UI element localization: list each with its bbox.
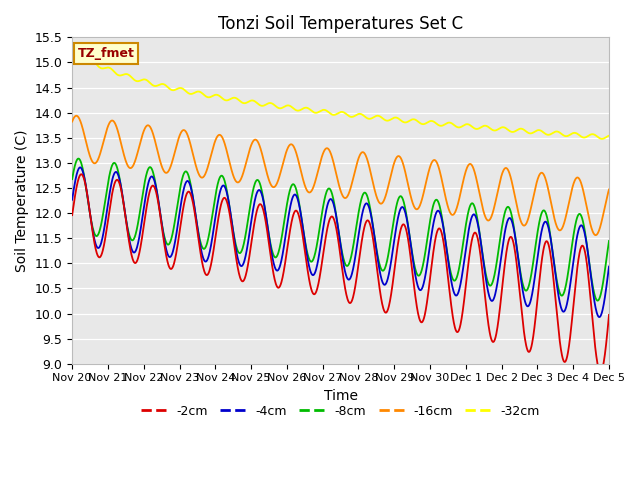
-2cm [494,319,502,325]
-16cm [424,171,432,177]
-4cm [248,214,256,219]
-16cm [605,187,613,192]
-8cm [75,156,83,161]
-2cm [596,369,604,375]
Line: -16cm: -16cm [72,116,609,235]
-32cm [605,133,613,139]
-16cm [541,176,549,182]
-4cm [68,197,76,203]
-8cm [175,193,182,199]
-8cm [605,238,613,244]
-8cm [593,298,601,303]
-4cm [76,165,84,170]
-32cm [494,127,502,132]
-8cm [188,188,196,194]
-8cm [541,210,549,216]
-32cm [424,120,431,125]
-16cm [592,232,600,238]
-16cm [72,113,80,119]
-4cm [605,264,613,269]
-2cm [175,234,182,240]
Text: TZ_fmet: TZ_fmet [77,47,134,60]
-2cm [68,212,76,218]
-8cm [494,250,502,255]
-4cm [424,256,432,262]
-2cm [541,239,549,245]
-32cm [175,85,182,91]
Legend: -2cm, -4cm, -8cm, -16cm, -32cm: -2cm, -4cm, -8cm, -16cm, -32cm [136,400,545,423]
Line: -8cm: -8cm [72,158,609,300]
X-axis label: Time: Time [324,389,358,403]
-32cm [541,131,549,137]
-16cm [188,147,196,153]
Title: Tonzi Soil Temperatures Set C: Tonzi Soil Temperatures Set C [218,15,463,33]
-2cm [77,171,85,177]
-32cm [248,97,255,103]
-16cm [494,186,502,192]
-4cm [541,219,549,225]
-32cm [68,44,76,49]
-4cm [175,215,182,221]
Line: -2cm: -2cm [72,174,609,372]
-32cm [598,136,605,142]
-8cm [248,193,256,199]
-16cm [175,135,182,141]
-2cm [424,291,432,297]
-4cm [595,314,603,320]
Line: -32cm: -32cm [72,47,609,139]
-4cm [188,189,196,195]
-8cm [68,176,76,182]
Y-axis label: Soil Temperature (C): Soil Temperature (C) [15,129,29,272]
Line: -4cm: -4cm [72,168,609,317]
-32cm [188,91,195,97]
-4cm [494,275,502,281]
-2cm [248,236,256,241]
-2cm [605,312,613,318]
-8cm [424,231,432,237]
-16cm [68,119,76,124]
-16cm [248,141,256,146]
-2cm [188,195,196,201]
